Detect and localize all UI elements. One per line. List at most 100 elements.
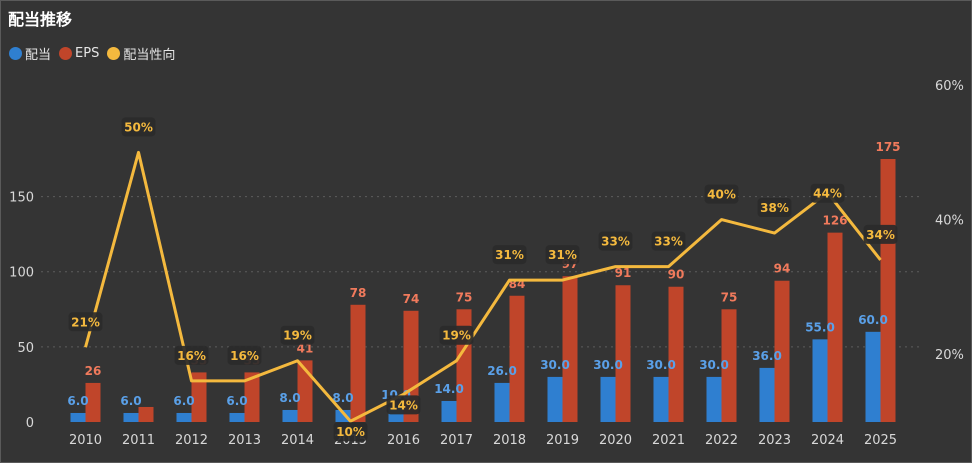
dividend-bar: [865, 331, 881, 422]
dividend-bar: [282, 409, 298, 422]
x-tick-label: 2013: [228, 433, 261, 448]
dividend-data-label: 26.0: [487, 364, 517, 378]
x-tick-label: 2016: [387, 433, 420, 448]
x-tick-label: 2025: [864, 433, 897, 448]
eps-data-label: 41: [297, 341, 314, 355]
legend-dot-payout: [107, 47, 121, 60]
legend-dot-dividend: [9, 47, 22, 60]
payout-label-box: [757, 198, 792, 218]
payout-data-label: 21%: [71, 315, 100, 329]
dividend-data-label: 6.0: [67, 394, 88, 408]
y-right-tick-label: 60%: [935, 79, 964, 94]
dividend-data-label: 55.0: [805, 320, 835, 334]
eps-bar: [774, 280, 790, 422]
x-tick-label: 2022: [705, 433, 738, 448]
dividend-data-label: 30.0: [593, 358, 623, 372]
eps-bar: [244, 372, 260, 422]
dividend-bar: [600, 376, 616, 422]
payout-data-label: 38%: [760, 201, 789, 215]
payout-label-box: [439, 325, 474, 345]
eps-data-label: 74: [403, 292, 420, 306]
x-tick-label: 2023: [758, 433, 791, 448]
dividend-bar: [706, 376, 722, 422]
payout-data-label: 31%: [548, 248, 577, 262]
dividend-bar: [653, 376, 669, 422]
x-tick-label: 2011: [122, 433, 155, 448]
chart-title: 配当推移: [8, 10, 73, 29]
eps-bar: [615, 285, 631, 422]
payout-data-label: 50%: [124, 120, 153, 134]
payout-data-label: 19%: [283, 329, 312, 343]
eps-data-label: 26: [85, 364, 102, 378]
dividend-bar: [441, 400, 457, 422]
eps-bar: [350, 304, 366, 422]
eps-data-label: 78: [350, 286, 367, 300]
payout-ratio-line: [84, 150, 882, 423]
payout-data-label: 31%: [495, 248, 524, 262]
payout-data-label: 10%: [336, 425, 365, 439]
legend-item-payout[interactable]: 配当性向: [107, 44, 175, 63]
eps-bar: [562, 276, 578, 422]
payout-label-box: [863, 224, 898, 244]
dividend-bar: [812, 339, 828, 422]
dividend-data-label: 60.0: [858, 313, 888, 327]
dividend-bar: [494, 382, 510, 422]
payout-data-label: 33%: [601, 235, 630, 249]
payout-data-label: 16%: [230, 349, 259, 363]
dividend-bar: [70, 412, 86, 422]
x-tick-label: 2014: [281, 433, 314, 448]
y-left-tick-label: 50: [17, 341, 34, 356]
payout-data-label: 33%: [654, 235, 683, 249]
payout-data-label: 16%: [177, 349, 206, 363]
x-tick-label: 2018: [493, 433, 526, 448]
eps-data-label: 126: [822, 214, 847, 228]
payout-label-box: [227, 345, 262, 365]
eps-data-label: 90: [668, 268, 685, 282]
payout-label-box: [68, 312, 103, 332]
eps-data-label: 94: [774, 262, 791, 276]
eps-bar: [880, 159, 896, 422]
legend-label-dividend: 配当: [25, 48, 52, 63]
eps-data-label: 75: [721, 290, 738, 304]
payout-label-box: [280, 325, 315, 345]
dividend-data-label: 8.0: [279, 391, 300, 405]
payout-label-box: [598, 231, 633, 251]
dividend-data-label: 6.0: [173, 394, 194, 408]
x-tick-label: 2019: [546, 433, 579, 448]
payout-data-label: 19%: [442, 329, 471, 343]
x-tick-label: 2010: [69, 433, 102, 448]
x-tick-label: 2024: [811, 433, 844, 448]
dividend-data-label: 8.0: [332, 391, 353, 405]
dividend-bar: [123, 412, 139, 422]
dividend-data-label: 30.0: [540, 358, 570, 372]
dividend-bar: [176, 412, 192, 422]
legend-item-eps[interactable]: EPS: [59, 46, 99, 61]
dividend-data-label: 30.0: [699, 358, 729, 372]
eps-bar: [138, 406, 154, 422]
eps-data-label: 91: [615, 266, 632, 280]
eps-bar: [403, 310, 419, 422]
legend-label-eps: EPS: [75, 46, 100, 61]
x-tick-label: 2017: [440, 433, 473, 448]
payout-data-label: 34%: [866, 228, 895, 242]
eps-bar: [509, 295, 525, 422]
dividend-bar: [759, 367, 775, 422]
y-left-tick-label: 0: [26, 416, 34, 431]
x-tick-label: 2012: [175, 433, 208, 448]
legend-item-dividend[interactable]: 配当: [9, 44, 51, 63]
x-tick-label: 2021: [652, 433, 685, 448]
eps-bar: [668, 286, 684, 422]
y-right-tick-label: 20%: [935, 348, 964, 363]
dividend-data-label: 14.0: [434, 382, 464, 396]
payout-label-box: [704, 184, 739, 204]
eps-bar: [85, 382, 101, 422]
dividend-data-label: 36.0: [752, 349, 782, 363]
x-tick-label: 2020: [599, 433, 632, 448]
eps-bar: [827, 232, 843, 422]
payout-label-box: [174, 345, 209, 365]
dividend-data-label: 6.0: [120, 394, 141, 408]
dividend-bar: [229, 412, 245, 422]
payout-label-box: [121, 117, 156, 137]
eps-bar: [191, 372, 207, 422]
